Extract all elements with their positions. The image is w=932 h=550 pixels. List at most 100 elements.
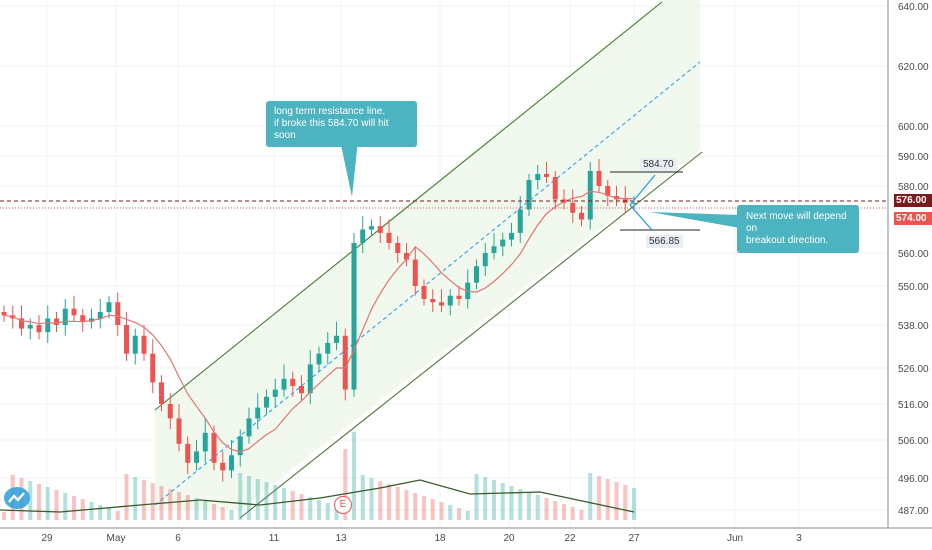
- time-tick-label: 11: [269, 533, 280, 544]
- volume-bar: [98, 505, 103, 520]
- breakout-note-line2: breakout direction.: [746, 235, 829, 246]
- down-arrow: [629, 204, 653, 231]
- candle-body: [579, 212, 584, 220]
- moving-average: [0, 190, 635, 513]
- volume-bar: [553, 501, 558, 520]
- volume-bar: [150, 483, 155, 520]
- volume-bar: [142, 480, 146, 520]
- price-tick-label: 538.00: [898, 321, 929, 332]
- volume-bar: [632, 488, 636, 520]
- up-arrow: [629, 174, 656, 206]
- volume-bar: [63, 493, 68, 520]
- candle-body: [80, 315, 86, 322]
- volume-bar: [527, 492, 531, 520]
- candle-body: [439, 302, 444, 306]
- volume-bar: [229, 510, 234, 520]
- price-tick-label: 526.00: [898, 364, 929, 375]
- time-tick-label: 3: [796, 533, 802, 544]
- volume-bar: [247, 476, 251, 520]
- volume-bar: [378, 481, 383, 520]
- volume-bar: [273, 485, 278, 520]
- candle-body: [369, 226, 374, 230]
- candle-body: [185, 443, 191, 463]
- candle-body: [54, 318, 59, 325]
- volume-bar: [614, 482, 619, 520]
- breakout-callout-pointer: [650, 212, 740, 228]
- candle-body: [307, 364, 313, 394]
- earnings-label: E: [339, 499, 347, 510]
- volume-bar: [282, 488, 286, 520]
- volume-bar: [535, 495, 540, 520]
- candle-body: [150, 353, 156, 383]
- volume-bar: [133, 477, 138, 520]
- volume-bar: [194, 498, 199, 520]
- candle-body: [27, 325, 33, 329]
- candle-body: [246, 418, 252, 437]
- candle-body: [229, 455, 234, 471]
- volume-bar: [623, 485, 628, 520]
- price-tick-label: 516.00: [898, 400, 929, 411]
- volume-bar: [562, 504, 566, 520]
- volume-bar: [588, 473, 593, 520]
- lower-target-label: 566.85: [646, 235, 683, 248]
- time-tick-label: 6: [175, 533, 181, 544]
- volume-bar: [352, 432, 356, 520]
- volume-bar: [220, 507, 225, 520]
- volume-bar: [579, 510, 584, 520]
- candle-body: [316, 353, 322, 365]
- candle-body: [71, 308, 77, 316]
- price-tick-label: 600.00: [898, 122, 929, 133]
- candle-body: [351, 242, 357, 390]
- candle-body: [447, 295, 453, 306]
- volume-bar: [177, 492, 181, 520]
- price-tick-label: 620.00: [898, 62, 929, 73]
- volume-bar: [509, 486, 514, 520]
- volume-bar: [544, 498, 549, 520]
- candle-body: [605, 186, 611, 197]
- candle-body: [404, 253, 409, 260]
- candle-body: [552, 177, 558, 200]
- price-tick-label: 506.00: [898, 436, 929, 447]
- volume-bar: [317, 500, 321, 520]
- candle-body: [491, 246, 497, 253]
- volume-bar: [439, 502, 444, 520]
- resistance-note-line2: if broke this 584.70 will hit soon: [274, 118, 389, 141]
- volume-bar: [605, 479, 610, 520]
- ma-line: [3, 190, 634, 453]
- resistance-callout: long term resistance line. if broke this…: [266, 101, 417, 147]
- candle-body: [19, 318, 24, 329]
- tradingview-logo: [4, 487, 30, 509]
- logo-icon: [8, 492, 25, 503]
- volume-bar: [45, 487, 50, 520]
- candle-body: [115, 302, 121, 325]
- support-price-tag: 574.00: [894, 212, 932, 225]
- resistance-callout-pointer: [340, 140, 358, 197]
- earnings-marker[interactable]: E: [334, 496, 352, 514]
- candle-body: [631, 202, 637, 204]
- candle-body: [570, 202, 576, 213]
- volume-bar: [422, 496, 426, 520]
- breakout-note-line1: Next move will depend on: [746, 211, 847, 234]
- volume-bar: [360, 475, 365, 520]
- candle-body: [211, 432, 217, 463]
- volume-bar: [124, 474, 129, 520]
- price-tick-label: 590.00: [898, 152, 929, 163]
- candle-body: [334, 335, 339, 343]
- volume-bar: [597, 476, 601, 520]
- volume-bar: [570, 507, 575, 520]
- candle-body: [412, 259, 418, 286]
- candle-body: [535, 174, 541, 180]
- volume-bar: [413, 493, 418, 520]
- level-lines: [0, 140, 888, 231]
- candle-body: [596, 171, 602, 186]
- price-tick-label: 550.00: [898, 282, 929, 293]
- time-tick-label: 29: [41, 533, 53, 544]
- candle-body: [176, 418, 182, 444]
- price-tick-label: 640.00: [898, 2, 929, 13]
- breakout-callout: Next move will depend on breakout direct…: [737, 205, 859, 253]
- candle-body: [395, 242, 401, 253]
- candle-body: [1, 312, 7, 316]
- volume-bar: [255, 479, 260, 520]
- candle-body: [220, 462, 226, 471]
